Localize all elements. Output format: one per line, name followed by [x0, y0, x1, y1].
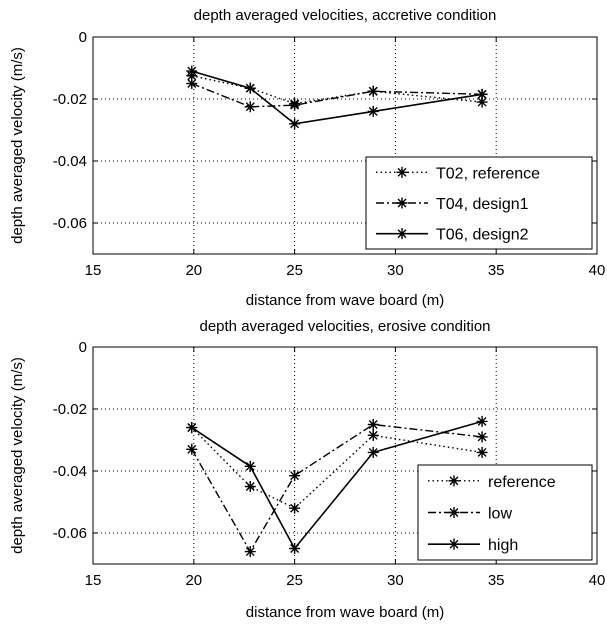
chart2-series-1-point-0 — [186, 443, 198, 455]
chart1-ylabel: depth averaged velocity (m/s) — [9, 47, 26, 244]
chart2-legend-label-1: low — [488, 506, 512, 523]
chart1-xtick-label-0: 15 — [85, 262, 102, 279]
chart1-series-2-point-0 — [186, 65, 198, 77]
chart1-ytick-label-3: -0.06 — [53, 215, 87, 232]
chart1-ytick-label-2: -0.04 — [53, 153, 87, 170]
chart2-legend-label-2: high — [488, 537, 518, 554]
chart2-series-1-point-4 — [476, 431, 488, 443]
chart1-xlabel: distance from wave board (m) — [246, 292, 444, 309]
chart1-series-2-point-2 — [289, 118, 301, 130]
chart1-title: depth averaged velocities, accretive con… — [194, 7, 497, 24]
chart2-ytick-label-0: 0 — [79, 339, 87, 356]
chart2-series-1-point-2 — [289, 470, 301, 482]
chart1-legend-label-0: T02, reference — [436, 165, 540, 182]
chart2-xtick-label-5: 40 — [589, 572, 606, 589]
chart2-series-0-point-3 — [367, 429, 379, 441]
chart1-legend-marker-0 — [396, 166, 408, 178]
chart1-series-1-point-3 — [367, 85, 379, 97]
chart1-legend-marker-2 — [396, 228, 408, 240]
chart2-legend-marker-2 — [448, 538, 460, 550]
chart1-xtick-label-5: 40 — [589, 262, 606, 279]
chart2-xlabel: distance from wave board (m) — [246, 604, 444, 621]
chart2-axes-box — [92, 346, 598, 565]
chart1-xtick-label-4: 35 — [488, 262, 505, 279]
chart1-axes-box — [92, 36, 598, 255]
chart1-xtick-label-2: 25 — [286, 262, 303, 279]
chart2-legend-marker-1 — [448, 507, 460, 518]
chart2-series-2-point-2 — [289, 543, 301, 554]
chart1-xtick-label-1: 20 — [185, 262, 202, 279]
chart1-ytick-label-0: 0 — [79, 29, 87, 46]
chart2-ytick-label-1: -0.02 — [53, 401, 87, 418]
chart2-series-2-point-4 — [476, 415, 488, 427]
chart1-xtick-label-3: 30 — [387, 262, 404, 279]
chart1-legend-label-2: T06, design2 — [436, 227, 529, 244]
chart1-series-2-point-4 — [476, 88, 488, 100]
chart2-series-2-point-0 — [186, 422, 198, 434]
chart1-ytick-label-1: -0.02 — [53, 91, 87, 108]
chart2-series-1-point-3 — [367, 419, 379, 430]
chart2-xtick-label-0: 15 — [85, 572, 102, 589]
chart2-series-2-point-3 — [367, 446, 379, 458]
chart2-series-0-point-1 — [244, 481, 256, 492]
chart2-xtick-label-4: 35 — [488, 572, 505, 589]
chart1-series-1-point-2 — [289, 99, 301, 111]
chart1-series-2-point-1 — [244, 82, 256, 94]
chart1: 15 20 25 30 35 40 0 -0.02 -0.04 -0.06 depth averag… — [9, 7, 605, 309]
chart1-series-0-point-4 — [476, 96, 488, 108]
chart1-series-2-point-3 — [367, 105, 379, 117]
chart1-legend-label-1: T04, design1 — [436, 196, 529, 213]
chart2-series-1-point-1 — [244, 546, 256, 558]
chart2-xtick-label-3: 30 — [387, 572, 404, 589]
chart2-series-0-point-2 — [289, 502, 301, 514]
chart2-xtick-label-1: 20 — [185, 572, 202, 589]
chart2-series-2-point-1 — [244, 460, 256, 472]
chart2-ytick-label-2: -0.04 — [53, 463, 87, 480]
chart1-series-1-point-0 — [186, 78, 198, 89]
chart2: 15 20 25 30 35 40 0 -0.02 -0.04 -0.06 depth averag… — [9, 318, 605, 621]
chart2-legend-marker-0 — [448, 475, 460, 487]
chart1-series-1-point-1 — [244, 101, 256, 113]
chart2-xtick-label-2: 25 — [286, 572, 303, 589]
chart2-ytick-label-3: -0.06 — [53, 525, 87, 542]
chart2-ylabel: depth averaged velocity (m/s) — [9, 357, 26, 554]
chart2-series-0-point-4 — [476, 446, 488, 458]
chart2-series-0-line — [191, 427, 483, 510]
chart2-legend-label-0: reference — [488, 474, 556, 491]
chart1-legend-marker-1 — [396, 197, 408, 209]
chart2-title: depth averaged velocities, erosive condi… — [199, 318, 490, 335]
chart2-series-1-line — [191, 423, 483, 553]
